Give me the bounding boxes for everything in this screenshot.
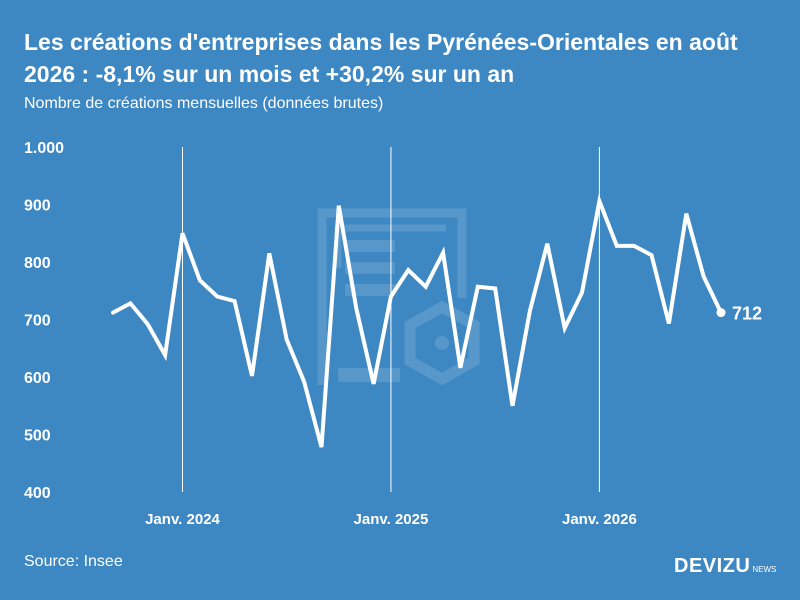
data-point xyxy=(615,244,618,247)
data-point xyxy=(702,275,705,278)
brand-subname: NEWS xyxy=(752,565,777,574)
data-point xyxy=(216,295,219,298)
data-point xyxy=(598,200,601,203)
y-tick-label: 400 xyxy=(24,485,51,502)
brand-logo: DEVIZU NEWS xyxy=(674,555,776,578)
data-point xyxy=(285,338,288,341)
data-point xyxy=(129,302,132,305)
data-point xyxy=(667,322,670,325)
data-point xyxy=(198,279,201,282)
data-point xyxy=(268,252,271,255)
document-gear-icon xyxy=(317,208,480,386)
data-point xyxy=(442,251,445,254)
data-point xyxy=(511,404,514,407)
data-point xyxy=(112,311,115,314)
chart-title: Les créations d'entreprises dans les Pyr… xyxy=(24,29,738,87)
data-point xyxy=(528,309,531,312)
data-point xyxy=(303,380,306,383)
data-point xyxy=(459,366,462,369)
brand-name: DEVIZU xyxy=(674,555,751,577)
source-note: Source: Insee xyxy=(24,553,123,570)
data-point xyxy=(181,232,184,235)
data-point xyxy=(164,354,167,357)
data-point xyxy=(146,323,149,326)
data-point xyxy=(407,269,410,272)
data-point xyxy=(494,287,497,290)
data-point xyxy=(233,300,236,303)
last-data-point xyxy=(716,308,726,318)
x-tick-label: Janv. 2025 xyxy=(354,511,429,528)
series-line xyxy=(111,193,723,448)
y-tick-label: 900 xyxy=(24,198,51,215)
data-point xyxy=(320,446,323,449)
data-point xyxy=(355,307,358,310)
data-point xyxy=(581,291,584,294)
last-value-label: 712 xyxy=(732,304,762,324)
data-point xyxy=(633,244,636,247)
data-point xyxy=(546,242,549,245)
data-point xyxy=(372,382,375,385)
y-tick-label: 700 xyxy=(24,313,51,330)
data-point xyxy=(650,254,653,257)
y-tick-label: 1.000 xyxy=(24,140,64,157)
data-point xyxy=(424,285,427,288)
data-point xyxy=(476,285,479,288)
x-tick-label: Janv. 2026 xyxy=(562,511,637,528)
y-tick-label: 600 xyxy=(24,370,51,387)
y-tick-label: 800 xyxy=(24,255,51,272)
x-tick-label: Janv. 2024 xyxy=(145,511,220,528)
data-point xyxy=(250,374,253,377)
y-tick-label: 500 xyxy=(24,428,51,445)
data-point xyxy=(337,204,340,207)
chart-subtitle: Nombre de créations mensuelles (données … xyxy=(24,95,384,112)
data-point xyxy=(685,212,688,215)
data-point xyxy=(389,295,392,298)
data-point xyxy=(563,327,566,330)
